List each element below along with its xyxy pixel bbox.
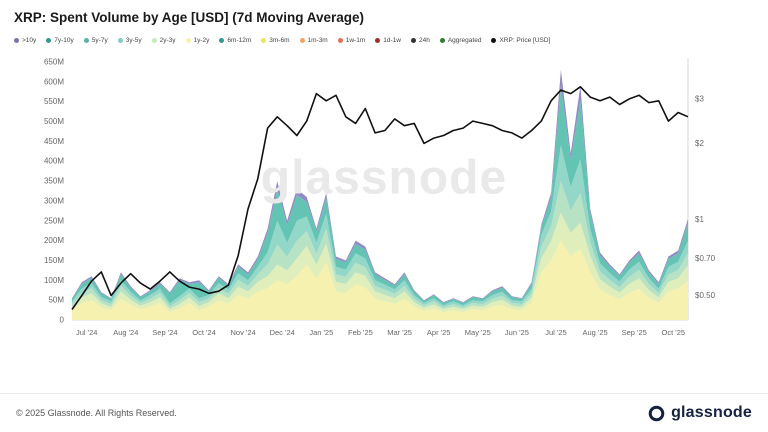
legend-item-1d-1w[interactable]: 1d-1w (375, 37, 401, 44)
legend-label: 1w-1m (346, 37, 366, 44)
glassnode-logo: glassnode (648, 404, 752, 422)
x-axis-label: Jul '25 (545, 328, 566, 337)
x-axis-label: Aug '24 (113, 328, 138, 337)
header: XRP: Spent Volume by Age [USD] (7d Movin… (0, 0, 768, 25)
x-axis-label: Jul '24 (76, 328, 97, 337)
volume-axis-tick: 50M (48, 296, 64, 305)
footer: © 2025 Glassnode. All Rights Reserved. g… (0, 393, 768, 432)
legend-item-2y-3y[interactable]: 2y-3y (152, 37, 176, 44)
price-axis-tick: $1 (695, 215, 704, 224)
legend-swatch-icon (84, 38, 89, 43)
legend-item--10y[interactable]: >10y (14, 37, 36, 44)
volume-axis-tick: 100M (44, 276, 64, 285)
x-axis-label: Oct '25 (662, 328, 686, 337)
volume-axis-tick: 400M (44, 157, 64, 166)
legend-label: 7y-10y (54, 37, 74, 44)
legend-item-5y-7y[interactable]: 5y-7y (84, 37, 108, 44)
volume-axis-tick: 150M (44, 256, 64, 265)
legend-label: Aggregated (448, 37, 482, 44)
legend-item-6m-12m[interactable]: 6m-12m (219, 37, 251, 44)
legend-label: 3m-6m (269, 37, 289, 44)
x-axis-label: Apr '25 (427, 328, 451, 337)
copyright-text: © 2025 Glassnode. All Rights Reserved. (16, 408, 177, 418)
x-axis-label: Sep '25 (622, 328, 647, 337)
legend-label: 6m-12m (227, 37, 251, 44)
x-axis-label: May '25 (465, 328, 491, 337)
x-axis-label: Oct '24 (192, 328, 216, 337)
legend-swatch-icon (375, 38, 380, 43)
legend-item-xrp-price-usd-[interactable]: XRP: Price [USD] (491, 37, 550, 44)
legend-item-1y-2y[interactable]: 1y-2y (186, 37, 210, 44)
price-axis-tick: $0.50 (695, 291, 716, 300)
chart-area: 650M 600M 550M 500M 450M 400M 350M 300M 250M 200M… (0, 48, 768, 373)
volume-axis-tick: 600M (44, 77, 64, 86)
x-axis-label: Sep '24 (152, 328, 177, 337)
legend-label: 3y-5y (126, 37, 142, 44)
volume-axis-tick: 350M (44, 177, 64, 186)
legend-item-3y-5y[interactable]: 3y-5y (118, 37, 142, 44)
volume-axis-tick: 500M (44, 117, 64, 126)
x-axis-label: Aug '25 (582, 328, 607, 337)
legend: >10y 7y-10y 5y-7y 3y-5y 2y-3y 1y-2y 6m-12m 3m-6… (0, 25, 768, 44)
legend-swatch-icon (186, 38, 191, 43)
legend-swatch-icon (118, 38, 123, 43)
legend-item-aggregated[interactable]: Aggregated (440, 37, 482, 44)
x-axis-label: Mar '25 (387, 328, 412, 337)
legend-swatch-icon (440, 38, 445, 43)
x-axis-label: Dec '24 (270, 328, 295, 337)
volume-axis-tick: 450M (44, 137, 64, 146)
legend-swatch-icon (219, 38, 224, 43)
glassnode-logo-icon (648, 405, 665, 422)
volume-axis-tick: 650M (44, 58, 64, 67)
x-axis-label: Feb '25 (348, 328, 373, 337)
chart-canvas[interactable]: 650M 600M 550M 500M 450M 400M 350M 300M 250M 200M… (0, 48, 768, 368)
price-axis-tick: $0.70 (695, 254, 716, 263)
legend-item-1m-3m[interactable]: 1m-3m (300, 37, 328, 44)
legend-label: >10y (22, 37, 36, 44)
page: XRP: Spent Volume by Age [USD] (7d Movin… (0, 0, 768, 432)
volume-axis-tick: 300M (44, 196, 64, 205)
legend-label: 2y-3y (160, 37, 176, 44)
volume-axis-tick: 550M (44, 97, 64, 106)
volume-axis-tick: 250M (44, 216, 64, 225)
legend-label: 5y-7y (92, 37, 108, 44)
legend-item-24h[interactable]: 24h (411, 37, 430, 44)
x-axis-label: Nov '24 (230, 328, 255, 337)
legend-swatch-icon (338, 38, 343, 43)
legend-swatch-icon (14, 38, 19, 43)
legend-label: 1d-1w (383, 37, 401, 44)
legend-swatch-icon (261, 38, 266, 43)
legend-label: XRP: Price [USD] (499, 37, 550, 44)
legend-label: 1y-2y (194, 37, 210, 44)
price-axis-tick: $3 (695, 94, 704, 103)
volume-axis-tick: 200M (44, 236, 64, 245)
legend-item-3m-6m[interactable]: 3m-6m (261, 37, 289, 44)
legend-swatch-icon (300, 38, 305, 43)
price-axis-tick: $2 (695, 139, 704, 148)
legend-label: 24h (419, 37, 430, 44)
x-axis-label: Jun '25 (505, 328, 529, 337)
legend-item-7y-10y[interactable]: 7y-10y (46, 37, 74, 44)
volume-axis-tick: 0 (60, 316, 65, 325)
x-axis-label: Jan '25 (309, 328, 333, 337)
chart-title: XRP: Spent Volume by Age [USD] (7d Movin… (14, 10, 754, 25)
legend-label: 1m-3m (308, 37, 328, 44)
legend-swatch-icon (411, 38, 416, 43)
glassnode-logo-text: glassnode (671, 404, 752, 422)
legend-item-1w-1m[interactable]: 1w-1m (338, 37, 366, 44)
legend-swatch-icon (152, 38, 157, 43)
legend-swatch-icon (46, 38, 51, 43)
legend-swatch-icon (491, 38, 496, 43)
